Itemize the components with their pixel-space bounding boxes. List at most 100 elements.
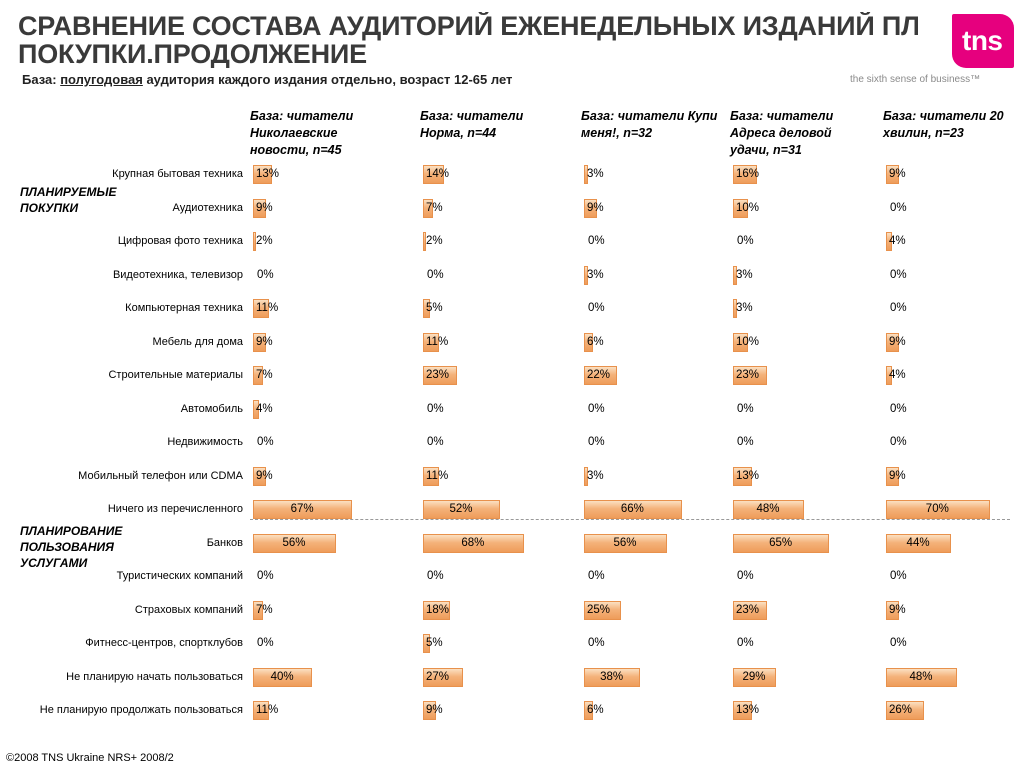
category-label: Мобильный телефон или CDMA — [78, 469, 243, 482]
bar — [584, 500, 682, 519]
data-label: 25% — [587, 603, 611, 616]
bar — [733, 299, 738, 318]
data-label: 9% — [889, 469, 906, 482]
bar — [733, 165, 757, 184]
data-label: 9% — [256, 469, 273, 482]
data-label: 23% — [426, 369, 450, 381]
title-line-2: ПОКУПКИ.ПРОДОЛЖЕНИЕ — [18, 39, 367, 68]
data-label: 0% — [890, 570, 907, 582]
data-label: 23% — [736, 603, 760, 616]
category-label: Туристических компаний — [116, 570, 243, 582]
data-label: 5% — [426, 302, 443, 314]
bar — [584, 165, 589, 184]
data-label: 2% — [426, 235, 443, 247]
category-label: Компьютерная техника — [125, 302, 243, 314]
page-title: СРАВНЕНИЕ СОСТАВА АУДИТОРИЙ ЕЖЕНЕДЕЛЬНЫХ… — [18, 12, 1018, 68]
data-label: 56% — [613, 536, 637, 549]
bar — [423, 332, 440, 352]
data-label: 48% — [909, 670, 933, 683]
data-label: 0% — [737, 235, 754, 247]
data-label: 11% — [256, 704, 279, 716]
category-label: Страховых компаний — [134, 603, 243, 616]
bar — [584, 332, 593, 352]
tagline: the sixth sense of business™ — [850, 74, 981, 85]
bar — [253, 399, 259, 419]
data-label: 4% — [256, 402, 273, 415]
data-label: 44% — [906, 536, 930, 549]
bar — [733, 600, 768, 620]
data-label: 0% — [890, 302, 907, 314]
bar — [584, 533, 667, 553]
data-label: 65% — [769, 536, 793, 549]
category-label: Ничего из перечисленного — [107, 503, 243, 515]
data-label: 0% — [257, 570, 274, 582]
data-label: 0% — [588, 235, 605, 247]
bar — [423, 533, 524, 553]
data-label: 56% — [282, 536, 306, 549]
bar — [253, 198, 267, 218]
data-label: 13% — [736, 469, 760, 482]
category-label: Недвижимость — [167, 436, 243, 448]
bar — [253, 299, 270, 318]
bar — [423, 634, 431, 653]
bar — [733, 366, 768, 385]
bar — [733, 198, 748, 218]
bar — [584, 701, 593, 720]
bar — [253, 533, 336, 553]
data-label: 11% — [426, 335, 449, 348]
data-label: 11% — [256, 302, 279, 314]
data-label: 48% — [756, 503, 780, 515]
data-label: 52% — [449, 503, 473, 515]
data-label: 0% — [588, 436, 605, 448]
category-label: Фитнесс-центров, спортклубов — [85, 637, 243, 649]
data-label: 10% — [736, 335, 760, 348]
data-label: 9% — [426, 704, 443, 716]
data-label: 2% — [256, 235, 273, 247]
bar — [886, 165, 900, 184]
data-label: 3% — [587, 168, 604, 180]
column-header-3: База: читатели Адреса деловой удачи, n=3… — [730, 109, 834, 157]
data-label: 7% — [256, 603, 273, 616]
data-label: 4% — [889, 235, 906, 247]
bar — [584, 667, 641, 687]
column-header-0: База: читатели Николаевские новости, n=4… — [250, 109, 354, 157]
bar — [423, 232, 426, 251]
bar — [886, 332, 900, 352]
data-label: 4% — [889, 369, 906, 381]
tns-logo: tns — [918, 14, 1014, 80]
bar — [423, 701, 437, 720]
bar — [423, 165, 444, 184]
bar — [733, 265, 738, 285]
category-label: Не планирую продолжать пользоваться — [39, 704, 243, 716]
data-label: 3% — [736, 302, 753, 314]
data-label: 70% — [925, 503, 949, 515]
data-label: 11% — [426, 469, 449, 482]
bar — [423, 600, 450, 620]
data-label: 27% — [426, 670, 450, 683]
logo-text: tns — [962, 25, 1003, 56]
data-label: 0% — [737, 402, 754, 415]
bar — [733, 533, 830, 553]
data-label: 0% — [737, 436, 754, 448]
column-header-2: База: читатели Купи меня!, n=32 — [581, 109, 718, 140]
bar — [584, 466, 589, 486]
data-label: 10% — [736, 201, 760, 214]
data-label: 9% — [256, 201, 273, 214]
data-label: 0% — [890, 637, 907, 649]
bar — [733, 500, 805, 519]
bar — [253, 701, 270, 720]
footer-copyright: ©2008 TNS Ukraine NRS+ 2008/2 — [6, 752, 174, 764]
bar — [886, 667, 958, 687]
section-divider — [250, 519, 1010, 520]
data-label: 5% — [426, 637, 443, 649]
data-label: 0% — [890, 201, 907, 214]
category-label: Строительные материалы — [108, 369, 243, 381]
bar — [253, 600, 264, 620]
data-label: 0% — [257, 436, 274, 448]
bar — [886, 366, 892, 385]
bar — [253, 366, 264, 385]
data-label: 0% — [588, 570, 605, 582]
bar — [253, 232, 256, 251]
category-label: Банков — [206, 536, 243, 549]
data-label: 13% — [256, 168, 280, 180]
